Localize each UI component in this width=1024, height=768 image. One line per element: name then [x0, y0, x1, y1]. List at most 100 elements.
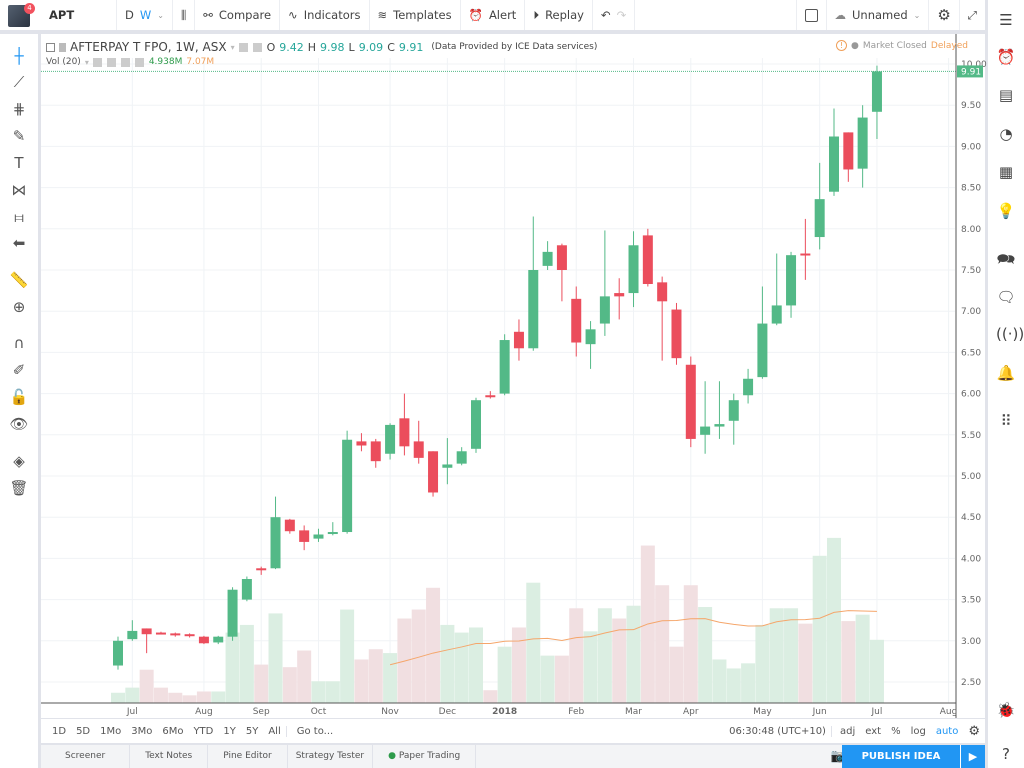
chats-icon[interactable]: 🗪 — [996, 250, 1016, 268]
bug-icon[interactable]: 🐞 — [996, 701, 1016, 719]
replay-icon: ⏵ — [533, 7, 540, 22]
interval-d[interactable]: D — [125, 8, 134, 22]
prediction-icon[interactable]: ⧦ — [14, 208, 24, 226]
magnet-icon[interactable]: ∩ — [13, 334, 25, 352]
layout-menu[interactable]: ☁ Unnamed ⌄ — [827, 0, 930, 30]
delayed-text: Delayed — [930, 40, 968, 51]
top-toolbar: APT D W ⌄ ⫼ ⚯ Compare ∿ Indicators ≋ Templa… — [41, 0, 985, 30]
alarm-clock-icon[interactable]: ⏰ — [996, 48, 1016, 66]
cloud-icon: ☁ — [834, 8, 847, 22]
fullscreen-toggle[interactable] — [795, 0, 827, 30]
tab-paper-trading[interactable]: ● Paper Trading — [373, 745, 477, 768]
tab-text-notes[interactable]: Text Notes — [130, 745, 209, 768]
undo-icon[interactable]: ↶ — [600, 8, 611, 22]
chart-pane[interactable] — [41, 34, 985, 718]
text-icon[interactable]: T — [14, 154, 24, 172]
chart-type-button[interactable]: ⫼ — [173, 0, 196, 30]
gear-icon[interactable]: ⚙ — [968, 723, 980, 739]
undo-redo: ↶ ↷ — [593, 0, 636, 30]
collapse-icon[interactable] — [46, 42, 55, 52]
warning-icon[interactable]: ! — [836, 40, 847, 51]
play-circle-icon[interactable]: ▶ — [960, 745, 985, 768]
settings-button[interactable]: ⚙ — [929, 0, 960, 30]
bell-icon[interactable]: 🔔 — [996, 364, 1016, 382]
zoom-in-icon[interactable]: ⊕ — [12, 298, 26, 316]
flag-icon[interactable] — [59, 42, 66, 52]
unlock-icon[interactable]: 🔓 — [9, 388, 29, 406]
range-6mo[interactable]: 6Mo — [162, 725, 184, 737]
range-5y[interactable]: 5Y — [245, 725, 259, 737]
data-provider: (Data Provided by ICE Data services) — [431, 42, 598, 52]
chat-icon[interactable]: 🗨 — [996, 288, 1016, 306]
notification-badge: 4 — [24, 3, 35, 14]
replay-button[interactable]: ⏵ Replay — [525, 0, 593, 30]
lightbulb-icon[interactable]: 💡 — [996, 202, 1016, 220]
high-label: H — [307, 40, 317, 54]
tab-strategy-tester[interactable]: Strategy Tester — [288, 745, 374, 768]
goto-button[interactable]: Go to... — [285, 725, 338, 737]
indicators-button[interactable]: ∿ Indicators — [280, 0, 370, 30]
arrow-left-icon[interactable]: ⬅ — [12, 234, 26, 252]
log-toggle[interactable]: log — [910, 725, 926, 737]
hotlist-icon[interactable]: ◔ — [999, 125, 1013, 143]
eye-icon[interactable] — [238, 42, 248, 52]
templates-button[interactable]: ≋ Templates — [370, 0, 461, 30]
close-value: 9.91 — [398, 40, 424, 54]
ruler-icon[interactable]: 📏 — [9, 271, 29, 289]
gear-icon[interactable] — [252, 42, 262, 52]
chevron-down-icon[interactable]: ⌄ — [157, 10, 164, 20]
indicators-icon: ∿ — [288, 8, 298, 22]
maximize-button[interactable]: ⤢ — [960, 0, 985, 30]
fib-icon[interactable]: ⋕ — [12, 100, 26, 118]
gear-icon[interactable] — [106, 57, 116, 67]
range-ytd[interactable]: YTD — [193, 725, 214, 737]
bottom-tabs: Screener Text Notes Pine Editor Strategy… — [41, 745, 985, 768]
ext-toggle[interactable]: ext — [865, 725, 882, 737]
crosshair-icon[interactable]: ┼ — [14, 47, 24, 65]
publish-idea-button[interactable]: PUBLISH IDEA — [842, 745, 960, 768]
eye-icon[interactable]: 👁 — [9, 415, 29, 433]
range-all[interactable]: All — [268, 725, 281, 737]
chevron-down-icon[interactable]: ▾ — [230, 42, 235, 52]
alert-button[interactable]: ⏰ Alert — [461, 0, 526, 30]
adj-toggle[interactable]: adj — [830, 725, 860, 737]
range-5d[interactable]: 5D — [76, 725, 91, 737]
percent-toggle[interactable]: % — [891, 725, 901, 737]
plus-icon[interactable] — [120, 57, 130, 67]
range-3mo[interactable]: 3Mo — [131, 725, 153, 737]
replay-label: Replay — [545, 8, 584, 22]
series-title[interactable]: AFTERPAY T FPO, 1W, ASX — [70, 40, 227, 54]
interval-w[interactable]: W — [139, 8, 152, 22]
range-1mo[interactable]: 1Mo — [100, 725, 122, 737]
brush-icon[interactable]: ✎ — [12, 127, 26, 145]
dots-grid-icon[interactable]: ⠿ — [1000, 412, 1012, 430]
user-avatar[interactable]: 4 — [0, 0, 41, 30]
dot-icon: ● — [388, 751, 399, 761]
eye-icon[interactable] — [92, 57, 102, 67]
help-icon[interactable]: ? — [1002, 745, 1010, 763]
layers-icon[interactable]: ◈ — [13, 452, 25, 470]
trendline-icon[interactable]: ⟋ — [13, 73, 25, 91]
streams-icon[interactable]: ((·)) — [996, 325, 1024, 343]
tab-pine-editor[interactable]: Pine Editor — [208, 745, 288, 768]
dot-icon: ● — [851, 40, 859, 51]
calendar-icon[interactable]: ▦ — [998, 163, 1014, 181]
range-1y[interactable]: 1Y — [223, 725, 236, 737]
auto-toggle[interactable]: auto — [935, 725, 959, 737]
redo-icon[interactable]: ↷ — [616, 8, 627, 22]
volume-title[interactable]: Vol (20) — [46, 57, 81, 67]
symbol-search[interactable]: APT — [41, 0, 117, 30]
close-icon[interactable] — [134, 57, 144, 67]
chevron-down-icon[interactable]: ▾ — [84, 57, 89, 67]
clock[interactable]: 06:30:48 (UTC+10) — [729, 725, 826, 737]
trash-icon[interactable]: 🗑 — [9, 479, 29, 497]
volume-ma-value: 7.07M — [186, 57, 215, 67]
pattern-icon[interactable]: ⋈ — [11, 181, 27, 199]
open-value: 9.42 — [279, 40, 304, 54]
lock-drawings-icon[interactable]: ✐ — [12, 361, 26, 379]
watchlist-icon[interactable]: ☰ — [999, 11, 1013, 29]
tab-screener[interactable]: Screener — [41, 745, 131, 768]
compare-button[interactable]: ⚯ Compare — [195, 0, 281, 30]
data-window-icon[interactable]: ▤ — [998, 86, 1014, 104]
range-1d[interactable]: 1D — [52, 725, 67, 737]
